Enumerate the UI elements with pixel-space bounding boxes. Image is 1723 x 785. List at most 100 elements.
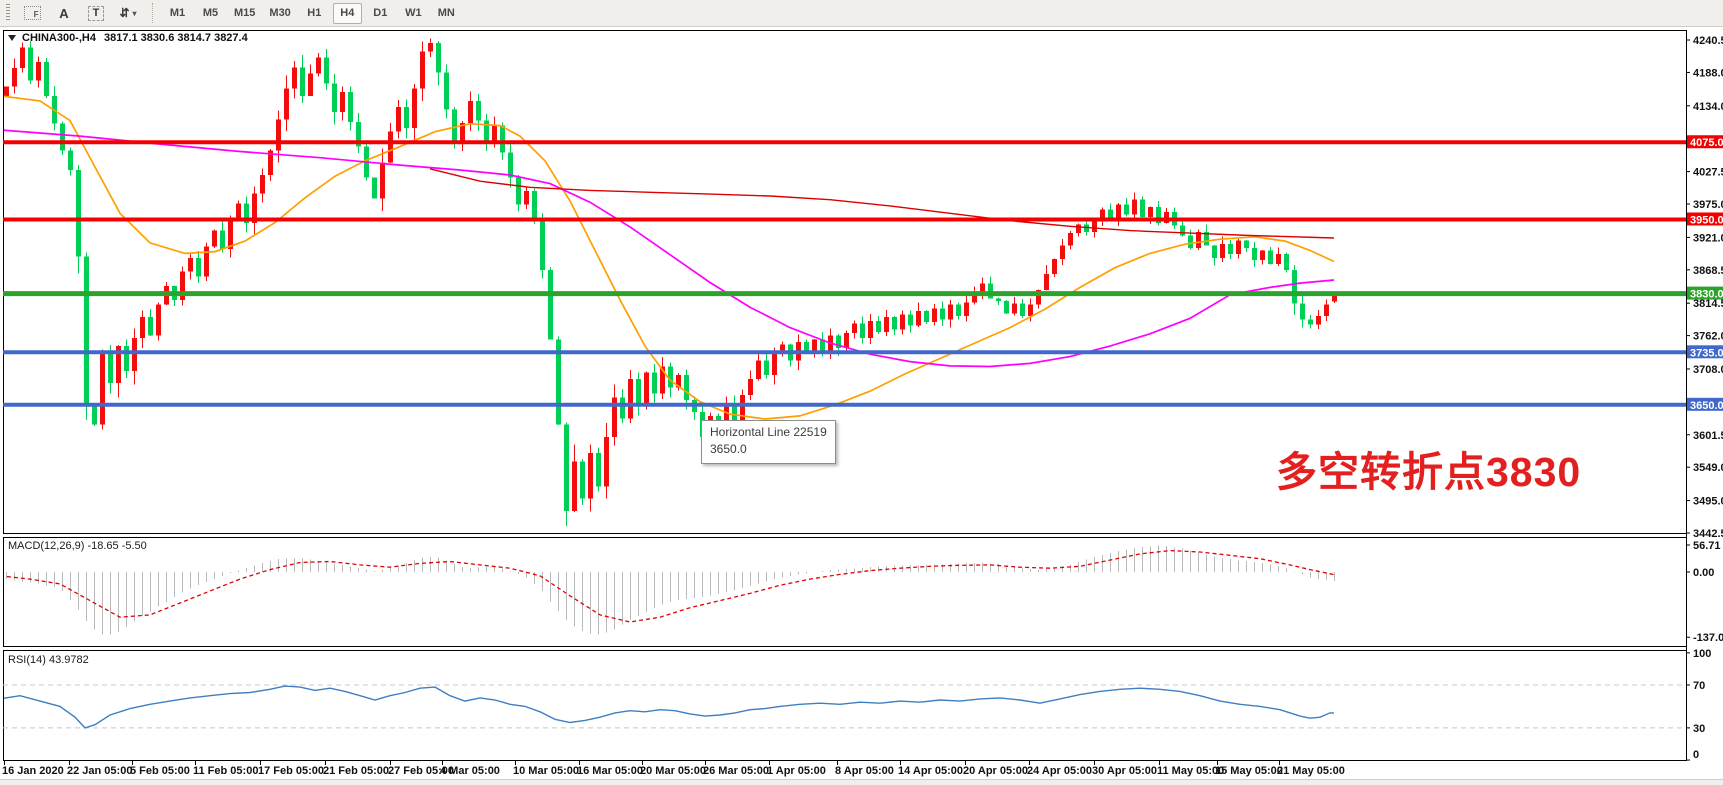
- price-tick-label: 4134.0: [1693, 101, 1723, 113]
- time-axis[interactable]: 16 Jan 2020 22 Jan 05:005 Feb 05:00 11 Feb…: [2, 760, 1345, 777]
- timeframe-button-h1[interactable]: H1: [307, 7, 322, 19]
- time-tick-label: 26 Mar 05:00: [703, 765, 769, 777]
- price-tick-label: 4188.0: [1693, 67, 1723, 79]
- time-tick-label: 10 Mar 05:00: [513, 765, 579, 777]
- macd-tick-label: -137.01: [1693, 632, 1723, 644]
- candle-body: [900, 314, 905, 330]
- candle-body: [4, 86, 9, 96]
- candle-body: [228, 218, 233, 250]
- candle-body: [308, 73, 313, 96]
- price-tick-label: 3601.5: [1693, 430, 1723, 442]
- candles-layer: [4, 38, 1337, 527]
- candle-body: [572, 461, 577, 512]
- candle-body: [1324, 304, 1329, 316]
- price-line-badge-label: 3950.0: [1690, 214, 1723, 226]
- candle-body: [612, 397, 617, 437]
- price-line-badge-label: 3650.0: [1690, 400, 1723, 412]
- candle-body: [588, 452, 593, 499]
- candle-body: [780, 344, 785, 355]
- toolbar-separator: [152, 3, 153, 23]
- timeframe-button-d1[interactable]: D1: [373, 7, 388, 19]
- rsi-tick-label: 70: [1693, 680, 1705, 692]
- candle-body: [852, 323, 857, 334]
- candle-body: [620, 397, 625, 419]
- time-tick-label: 17 Feb 05:00: [258, 765, 324, 777]
- price-tick-label: 3814.5: [1693, 298, 1723, 310]
- candle-body: [180, 271, 185, 300]
- annotation-text[interactable]: 多空转折点3830: [1276, 449, 1582, 495]
- timeframe-button-m5[interactable]: M5: [202, 7, 219, 19]
- tooltip-value: 3650.0: [710, 442, 747, 457]
- candle-body: [868, 320, 873, 339]
- ma-slow-magenta-line: [4, 129, 1335, 368]
- rsi-tick-label: 30: [1693, 723, 1705, 735]
- price-tick-label: 3708.0: [1693, 364, 1723, 376]
- candle-body: [1268, 250, 1273, 264]
- chart-menu-icon[interactable]: [8, 35, 16, 41]
- textbox-t-icon[interactable]: T: [83, 2, 109, 24]
- time-tick-label: 27 Feb 05:00: [388, 765, 454, 777]
- candle-body: [1220, 244, 1225, 258]
- candle-body: [108, 352, 113, 384]
- candle-body: [1068, 233, 1073, 246]
- candle-body: [644, 372, 649, 407]
- toolbar-grip[interactable]: [6, 4, 10, 22]
- candle-body: [196, 257, 201, 277]
- price-line-badge: [1687, 135, 1723, 149]
- candle-body: [284, 88, 289, 120]
- dropdown-caret-icon[interactable]: ▾: [132, 8, 137, 18]
- candle-body: [1060, 245, 1065, 260]
- candle-body: [1180, 225, 1185, 236]
- candle-body: [1148, 207, 1153, 217]
- candle-body: [652, 372, 657, 394]
- rsi-indicator-label: RSI(14) 43.9782: [8, 654, 89, 666]
- label-a-icon[interactable]: A: [51, 2, 77, 24]
- price-line-badge: [1687, 212, 1723, 226]
- candle-body: [908, 314, 913, 326]
- candle-body: [940, 308, 945, 320]
- timeframe-button-m15[interactable]: M15: [234, 7, 256, 19]
- candle-body: [772, 354, 777, 376]
- candle-body: [1116, 204, 1121, 220]
- candle-body: [564, 424, 569, 512]
- price-line-badge-label: 3735.0: [1690, 347, 1723, 359]
- candle-body: [60, 123, 65, 151]
- candle-body: [1036, 289, 1041, 305]
- time-tick-label: 14 Apr 05:00: [898, 765, 963, 777]
- candle-body: [876, 320, 881, 332]
- candle-body: [220, 230, 225, 250]
- candle-body: [252, 193, 257, 224]
- timeframe-button-m30[interactable]: M30: [269, 7, 291, 19]
- time-tick-label: 21 May 05:00: [1277, 765, 1345, 777]
- timeframe-button-w1[interactable]: W1: [405, 7, 422, 19]
- time-tick-label: 20 Apr 05:00: [963, 765, 1028, 777]
- candle-body: [1212, 245, 1217, 258]
- candle-body: [300, 67, 305, 96]
- candle-body: [324, 57, 329, 84]
- candle-body: [292, 67, 297, 89]
- time-tick-label: 30 Apr 05:00: [1092, 765, 1157, 777]
- macd-tick-label: 56.71: [1693, 540, 1721, 552]
- time-tick-label: 24 Apr 05:00: [1027, 765, 1092, 777]
- candle-body: [980, 283, 985, 293]
- timeframe-button-h4[interactable]: H4: [332, 2, 362, 24]
- timeframe-button-m1[interactable]: M1: [169, 7, 186, 19]
- grid-f-icon[interactable]: F: [19, 2, 45, 24]
- timeframe-button-mn[interactable]: MN: [437, 7, 455, 19]
- candle-body: [580, 461, 585, 499]
- textbox-t-glyph: T: [87, 5, 105, 21]
- tooltip-title: Horizontal Line 22519: [710, 425, 827, 439]
- toolbar: F A T ⇵ ▾ M1 M5 M15 M30 H1 H4 D1 W1 MN: [0, 0, 1723, 27]
- candle-body: [948, 304, 953, 320]
- price-tick-label: 3442.5: [1693, 528, 1723, 540]
- price-axis[interactable]: 4240.5 4188.0 4134.0 4027.5 3975.0 3921.0 3868…: [1686, 30, 1723, 761]
- candle-body: [204, 246, 209, 277]
- candle-body: [516, 177, 521, 205]
- arrows-icon[interactable]: ⇵ ▾: [115, 2, 141, 24]
- candle-body: [1012, 303, 1017, 314]
- candle-body: [1156, 207, 1161, 224]
- price-tick-label: 3868.5: [1693, 265, 1723, 277]
- candle-body: [1044, 273, 1049, 290]
- chart-title: CHINA300-,H4 3817.1 3830.6 3814.7 3827.4: [8, 32, 248, 44]
